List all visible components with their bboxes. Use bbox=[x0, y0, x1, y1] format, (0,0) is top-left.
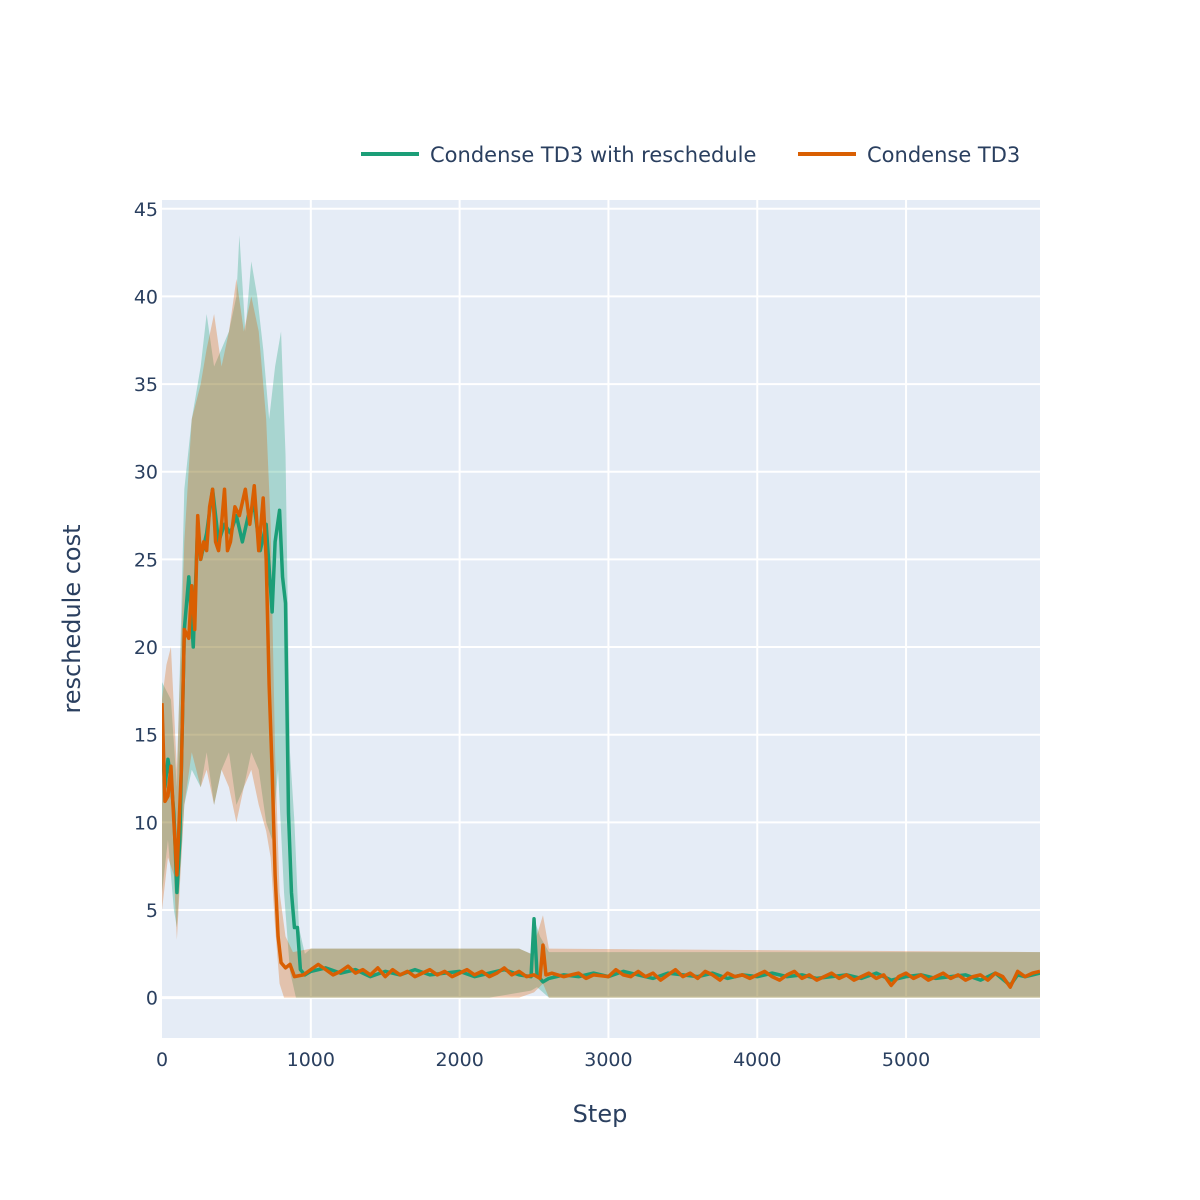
y-tick-label: 5 bbox=[146, 900, 158, 922]
grid bbox=[162, 200, 1040, 1038]
band-with-reschedule bbox=[162, 235, 1040, 998]
y-tick-label: 45 bbox=[134, 199, 158, 221]
series-lines bbox=[162, 484, 1040, 989]
line-condense-td3 bbox=[162, 484, 1040, 989]
x-tick-label: 5000 bbox=[882, 1049, 930, 1071]
legend-label: Condense TD3 with reschedule bbox=[430, 143, 756, 167]
confidence-bands bbox=[162, 235, 1040, 998]
x-tick-label: 3000 bbox=[584, 1049, 632, 1071]
y-tick-label: 40 bbox=[134, 286, 158, 308]
y-tick-label: 30 bbox=[134, 462, 158, 484]
y-tick-label: 35 bbox=[134, 374, 158, 396]
y-axis: 0 5 10 15 20 25 30 35 40 45 bbox=[134, 199, 158, 1010]
y-axis-title: reschedule cost bbox=[58, 524, 86, 713]
y-tick-label: 10 bbox=[134, 812, 158, 834]
y-tick-label: 20 bbox=[134, 637, 158, 659]
x-axis: 0 1000 2000 3000 4000 5000 bbox=[156, 1049, 930, 1071]
x-tick-label: 2000 bbox=[435, 1049, 483, 1071]
x-tick-label: 4000 bbox=[733, 1049, 781, 1071]
y-tick-label: 25 bbox=[134, 549, 158, 571]
legend-label: Condense TD3 bbox=[867, 143, 1020, 167]
x-tick-label: 0 bbox=[156, 1049, 168, 1071]
y-tick-label: 15 bbox=[134, 725, 158, 747]
plot-background bbox=[162, 200, 1040, 1038]
band-condense-td3 bbox=[162, 278, 1040, 998]
x-axis-title: Step bbox=[573, 1100, 628, 1128]
y-tick-label: 0 bbox=[146, 988, 158, 1010]
x-tick-label: 1000 bbox=[287, 1049, 335, 1071]
legend: Condense TD3 with reschedule Condense TD3 bbox=[361, 143, 1020, 167]
